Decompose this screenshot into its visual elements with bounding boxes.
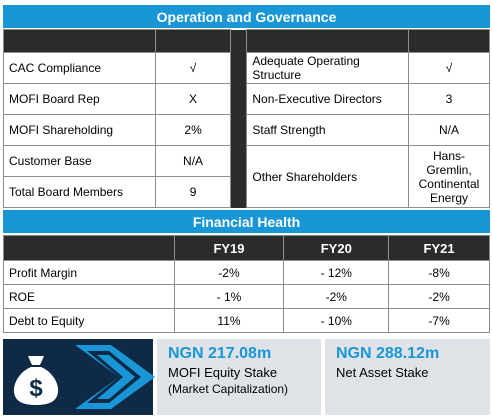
- net-asset-stake-value: NGN 288.12m: [336, 345, 440, 362]
- operation-governance-title: Operation and Governance: [3, 5, 490, 28]
- gov-value: X: [154, 83, 232, 115]
- equity-stake-card: NGN 217.08m MOFI Equity Stake (Market Ca…: [157, 339, 321, 415]
- gov-label: Total Board Members: [3, 176, 156, 208]
- gov-label: Adequate Operating Structure: [246, 52, 409, 84]
- gov-value: Hans-Gremlin, Continental Energy: [408, 145, 490, 208]
- gov-value: 9: [154, 176, 232, 208]
- metric-value: -2%: [388, 284, 490, 309]
- metric-label: Debt to Equity: [3, 308, 175, 333]
- equity-stake-label: MOFI Equity Stake: [168, 365, 278, 380]
- gov-label: Staff Strength: [246, 114, 409, 146]
- metric-value: - 10%: [283, 308, 390, 333]
- year-header: FY20: [283, 235, 390, 261]
- metric-value: -2%: [173, 260, 285, 285]
- gov-value: √: [408, 52, 490, 84]
- equity-stake-value: NGN 217.08m: [168, 345, 272, 362]
- table-row: Profit Margin -2% - 12% -8%: [3, 260, 490, 285]
- metric-value: 11%: [173, 308, 285, 333]
- table-row: Debt to Equity 11% - 10% -7%: [3, 308, 490, 333]
- gov-label: Other Shareholders: [246, 145, 409, 208]
- gov-value: 2%: [154, 114, 232, 146]
- table-row: Total Board Members 9: [3, 176, 490, 208]
- year-header: FY21: [388, 235, 490, 261]
- chevron-right-icon: [75, 345, 155, 409]
- financial-health-title: Financial Health: [3, 210, 490, 233]
- table-row: ROE - 1% -2% -2%: [3, 284, 490, 309]
- net-asset-stake-card: NGN 288.12m Net Asset Stake: [325, 339, 490, 415]
- net-asset-stake-label: Net Asset Stake: [336, 365, 429, 380]
- gov-label: CAC Compliance: [3, 52, 156, 84]
- table-row: MOFI Shareholding 2% Staff Strength N/A: [3, 114, 490, 146]
- governance-table: CAC Compliance √ Adequate Operating Stru…: [3, 29, 490, 208]
- metric-value: -2%: [283, 284, 390, 309]
- gov-value: N/A: [154, 145, 232, 177]
- metric-value: - 1%: [173, 284, 285, 309]
- metric-value: - 12%: [283, 260, 390, 285]
- gov-value: N/A: [408, 114, 490, 146]
- year-header: FY19: [173, 235, 285, 261]
- financial-table: FY19 FY20 FY21 Profit Margin -2% - 12% -…: [3, 235, 490, 333]
- metric-value: -8%: [388, 260, 490, 285]
- gov-value: 3: [408, 83, 490, 115]
- gov-value: √: [154, 52, 232, 84]
- table-row: MOFI Board Rep X Non-Executive Directors…: [3, 83, 490, 115]
- money-bag-icon: $: [13, 356, 59, 405]
- svg-text:$: $: [29, 375, 43, 402]
- equity-stake-sublabel: (Market Capitalization): [168, 382, 289, 396]
- metric-label: Profit Margin: [3, 260, 175, 285]
- gov-label: MOFI Board Rep: [3, 83, 156, 115]
- gov-label: MOFI Shareholding: [3, 114, 156, 146]
- gov-label: Customer Base: [3, 145, 156, 177]
- metric-value: -7%: [388, 308, 490, 333]
- metric-label: ROE: [3, 284, 175, 309]
- governance-header-row: [3, 29, 490, 53]
- table-row: CAC Compliance √ Adequate Operating Stru…: [3, 52, 490, 84]
- stake-summary: $ NGN 217.08m MOFI Equity Stake (Market …: [3, 339, 490, 415]
- table-row: Customer Base N/A Other Shareholders Han…: [3, 145, 490, 208]
- gov-label: Non-Executive Directors: [246, 83, 409, 115]
- financial-header-row: FY19 FY20 FY21: [3, 235, 490, 261]
